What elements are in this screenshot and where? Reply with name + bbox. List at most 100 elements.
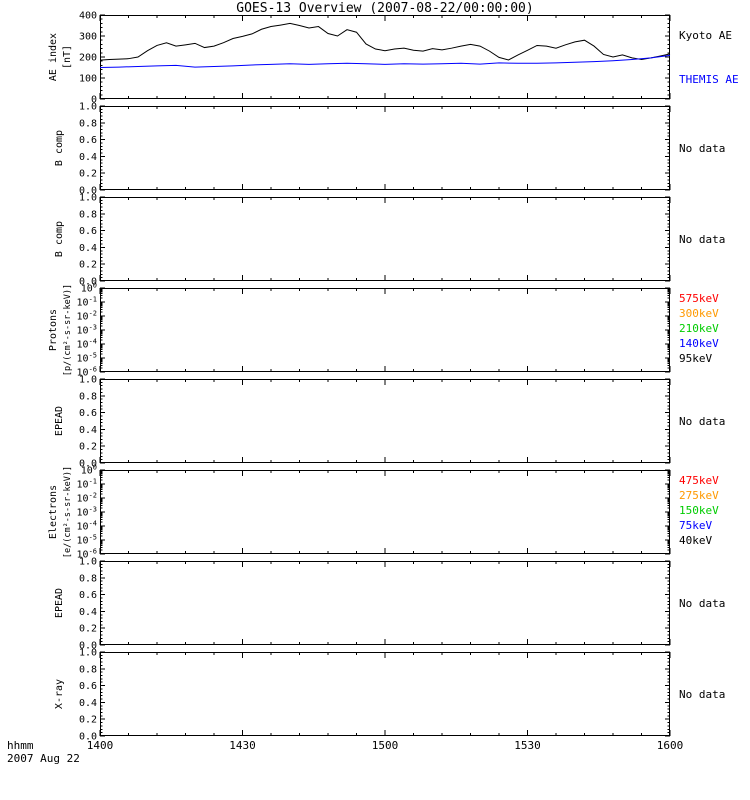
y-ticks [100, 560, 670, 646]
right-label-protons-3: 140keV [679, 337, 719, 350]
y-tick-label: 0.2 [79, 169, 97, 180]
y-tick-label: 0.2 [79, 442, 97, 453]
y-tick-label: 300 [79, 32, 97, 43]
y-tick-label: 200 [79, 53, 97, 64]
right-label-electrons-0: 475keV [679, 474, 719, 487]
y-tick-label: 1.0 [79, 375, 97, 386]
electrons-ylabel-0: Electrons [48, 485, 59, 539]
y-tick-label: 0.2 [79, 715, 97, 726]
x-tick-label: 1400 [87, 739, 114, 752]
plot-title: GOES-13 Overview (2007-08-22/00:00:00) [236, 1, 534, 16]
y-tick-label: 0.8 [79, 391, 97, 402]
y-tick-label: 0.2 [79, 624, 97, 635]
panel-frame [100, 561, 670, 645]
protons-ylabel-0: Protons [48, 309, 59, 351]
panel-frame [100, 15, 670, 99]
panel-epead-2: 0.0 0.2 0.4 0.6 0.8 1.0 EPEAD No data [54, 557, 725, 652]
y-tick-label: 0.0 [79, 459, 97, 470]
right-label-ae-index-1: THEMIS AE [679, 73, 739, 86]
y-tick-label: 10-1 [77, 478, 97, 491]
right-label-electrons-3: 75keV [679, 519, 712, 532]
epead-2-ylabel-0: EPEAD [54, 588, 65, 618]
right-label-electrons-1: 275keV [679, 489, 719, 502]
panel-frame [100, 652, 670, 736]
y-tick-label: 10-3 [77, 324, 97, 337]
y-tick-label: 100 [81, 464, 97, 477]
y-tick-label: 0.0 [79, 732, 97, 743]
series-kyoto-ae [99, 22, 671, 61]
y-tick-label: 10-2 [77, 310, 97, 323]
y-tick-label: 0 [91, 95, 97, 106]
y-tick-label: 1.0 [79, 557, 97, 568]
y-tick-label: 0.8 [79, 118, 97, 129]
y-ticks [100, 196, 670, 282]
right-label-protons-0: 575keV [679, 292, 719, 305]
y-tick-label: 10-5 [77, 352, 97, 365]
panel-x-ray: 0.0 0.2 0.4 0.6 0.8 1.0 1400 1430 1500 1530 1600 X-… [54, 648, 725, 753]
right-label-b-comp-2-0: No data [679, 233, 725, 246]
x-ticks [99, 288, 671, 372]
x-ray-ylabel-0: X-ray [54, 679, 65, 709]
y-ticks [100, 287, 670, 373]
right-label-epead-2-0: No data [679, 597, 725, 610]
y-tick-label: 100 [81, 282, 97, 295]
x-ticks [99, 652, 671, 736]
panel-frame [100, 197, 670, 281]
panel-ae-index: 0 100 200 300 400 AE index [nT] Kyoto AE THEMIS … [48, 11, 739, 106]
electrons-ylabel-1: [e/(cm²-s-sr-keV)] [63, 466, 73, 558]
x-tick-label: 1500 [372, 739, 399, 752]
y-tick-label: 0.4 [79, 152, 97, 163]
y-tick-label: 1.0 [79, 648, 97, 659]
epead-1-ylabel-0: EPEAD [54, 406, 65, 436]
y-tick-label: 1.0 [79, 193, 97, 204]
panel-frame [100, 288, 670, 372]
y-tick-label: 10-4 [77, 520, 97, 533]
right-label-electrons-2: 150keV [679, 504, 719, 517]
y-tick-label: 0.6 [79, 681, 97, 692]
panel-b-comp-2: 0.0 0.2 0.4 0.6 0.8 1.0 B comp No data [54, 193, 725, 288]
y-tick-label: 0.8 [79, 664, 97, 675]
y-ticks [100, 469, 670, 555]
series-themis-ae [99, 54, 671, 68]
y-tick-label: 1.0 [79, 102, 97, 113]
x-axis-date-label: 2007 Aug 22 [7, 752, 80, 765]
x-ticks [99, 197, 671, 281]
y-tick-label: 10-5 [77, 534, 97, 547]
panel-frame [100, 470, 670, 554]
right-label-epead-1-0: No data [679, 415, 725, 428]
right-label-protons-1: 300keV [679, 307, 719, 320]
y-tick-label: 0.8 [79, 209, 97, 220]
y-tick-label: 100 [79, 74, 97, 85]
y-tick-label: 0.6 [79, 135, 97, 146]
right-label-b-comp-1-0: No data [679, 142, 725, 155]
y-tick-label: 0.0 [79, 277, 97, 288]
y-tick-label: 0.6 [79, 590, 97, 601]
right-label-x-ray-0: No data [679, 688, 725, 701]
x-tick-label: 1530 [514, 739, 541, 752]
y-tick-label: 400 [79, 11, 97, 22]
y-tick-label: 10-2 [77, 492, 97, 505]
y-ticks [100, 105, 670, 191]
right-label-electrons-4: 40keV [679, 534, 712, 547]
y-ticks [100, 14, 670, 100]
x-ticks [99, 470, 671, 554]
ae-index-ylabel-0: AE index [48, 33, 59, 81]
protons-ylabel-1: [p/(cm²-s-sr-keV)] [63, 284, 73, 376]
panel-b-comp-1: 0.0 0.2 0.4 0.6 0.8 1.0 B comp No data [54, 102, 725, 197]
ae-index-ylabel-1: [nT] [62, 45, 73, 69]
b-comp-2-ylabel-0: B comp [54, 221, 65, 257]
right-label-protons-2: 210keV [679, 322, 719, 335]
panel-epead-1: 0.0 0.2 0.4 0.6 0.8 1.0 EPEAD No data [54, 375, 725, 470]
y-tick-label: 10-1 [77, 296, 97, 309]
x-ticks [99, 379, 671, 463]
y-tick-label: 0.4 [79, 607, 97, 618]
y-tick-label: 0.2 [79, 260, 97, 271]
x-ticks [99, 106, 671, 190]
y-ticks [100, 651, 670, 737]
b-comp-1-ylabel-0: B comp [54, 130, 65, 166]
x-tick-label: 1600 [657, 739, 684, 752]
